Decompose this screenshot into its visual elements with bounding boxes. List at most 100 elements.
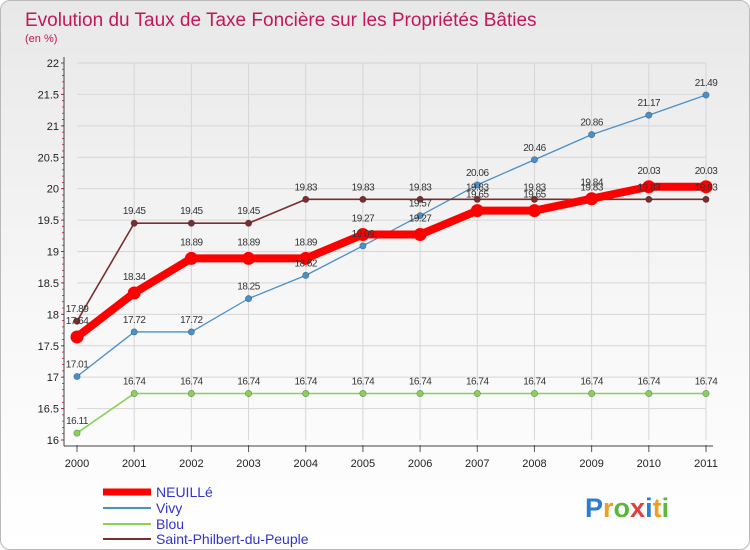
data-point (702, 390, 710, 398)
y-tick-label: 16.5 (38, 404, 59, 416)
y-tick-label: 17 (47, 372, 59, 384)
data-point (130, 219, 138, 227)
data-point (302, 195, 310, 203)
series-group (70, 91, 713, 437)
legend-label: Blou (156, 516, 184, 532)
data-point (73, 429, 81, 437)
data-label: 17.72 (180, 315, 203, 326)
data-label: 19.83 (695, 182, 718, 193)
data-label: 16.74 (523, 377, 546, 388)
data-label: 16.74 (638, 377, 661, 388)
grid (77, 62, 707, 440)
data-label: 16.74 (409, 377, 432, 388)
axes: 16 16.5 17 17.5 18 18.5 19 19.5 20 20.5 21 21.5 22 20… (38, 57, 718, 470)
y-tick-label: 16 (47, 435, 59, 447)
data-point (187, 219, 195, 227)
data-label: 18.89 (294, 237, 317, 248)
data-label: 19.45 (237, 206, 260, 217)
data-point (130, 328, 138, 336)
data-point (359, 390, 367, 398)
x-tick-label: 2011 (694, 458, 718, 470)
data-label: 19.09 (352, 229, 375, 240)
chart-title: Evolution du Taux de Taxe Foncière sur l… (25, 10, 537, 31)
data-label: 16.74 (123, 377, 146, 388)
data-point (299, 251, 313, 265)
data-label: 20.03 (638, 166, 661, 177)
x-tick-label: 2010 (637, 458, 661, 470)
data-label: 16.74 (294, 377, 317, 388)
data-label: 21.17 (638, 98, 661, 109)
x-tick-label: 2006 (408, 458, 432, 470)
data-label: 17.64 (66, 316, 89, 327)
data-point (699, 180, 713, 194)
data-label: 17.89 (66, 304, 89, 315)
data-point (416, 212, 424, 220)
data-point (413, 228, 427, 242)
data-point (245, 295, 253, 303)
data-label: 16.74 (580, 377, 603, 388)
x-tick-label: 2003 (236, 458, 260, 470)
data-label: 19.83 (580, 182, 603, 193)
x-tick-label: 2008 (522, 458, 546, 470)
data-point (527, 204, 541, 218)
data-label: 19.27 (409, 214, 432, 225)
series-line-2 (76, 392, 707, 434)
legend-label: NEUILLé (156, 484, 213, 500)
data-label: 19.57 (409, 199, 432, 210)
y-tick-label: 19.5 (38, 215, 59, 227)
data-point (702, 195, 710, 203)
logo-text: Proxiti (585, 493, 669, 523)
y-axis-unit: (en %) (25, 33, 57, 45)
data-point (242, 251, 256, 265)
data-label: 16.11 (66, 416, 89, 427)
data-point (127, 286, 141, 300)
data-label: 19.45 (180, 206, 203, 217)
data-label: 19.83 (523, 182, 546, 193)
data-label: 18.89 (180, 237, 203, 248)
data-point (585, 192, 599, 206)
x-tick-label: 2005 (351, 458, 375, 470)
x-tick-label: 2007 (465, 458, 489, 470)
y-tick-label: 20.5 (38, 152, 59, 164)
data-label: 16.74 (237, 377, 260, 388)
data-label: 19.83 (466, 182, 489, 193)
data-point (642, 180, 656, 194)
data-label: 16.74 (695, 377, 718, 388)
data-point (645, 195, 653, 203)
data-label: 17.72 (123, 315, 146, 326)
data-label: 16.74 (466, 377, 489, 388)
data-point (356, 228, 370, 242)
data-label: 18.25 (237, 282, 260, 293)
x-tick-label: 2002 (179, 458, 203, 470)
data-label: 20.06 (466, 168, 489, 179)
data-point (416, 195, 424, 203)
data-label: 20.03 (695, 166, 718, 177)
data-label: 16.74 (352, 377, 375, 388)
y-tick-label: 20 (47, 184, 59, 196)
data-point (470, 204, 484, 218)
data-point (359, 195, 367, 203)
data-point (473, 181, 481, 189)
data-label: 19.83 (409, 182, 432, 193)
data-label: 21.49 (695, 78, 718, 89)
y-tick-label: 21 (47, 121, 59, 133)
y-tick-label: 18 (47, 309, 59, 321)
x-tick-label: 2004 (293, 458, 317, 470)
data-label: 19.83 (294, 182, 317, 193)
data-label: 18.89 (237, 237, 260, 248)
data-point (73, 373, 81, 381)
y-tick-label: 19 (47, 247, 59, 259)
data-point (359, 242, 367, 250)
y-tick-label: 21.5 (38, 89, 59, 101)
series-line-0 (73, 182, 710, 341)
data-point (530, 156, 538, 164)
data-point (187, 328, 195, 336)
data-point (588, 131, 596, 139)
legend-label: Vivy (156, 500, 182, 516)
x-tick-label: 2009 (579, 458, 603, 470)
data-point (302, 390, 310, 398)
data-point (245, 219, 253, 227)
x-tick-label: 2000 (65, 458, 89, 470)
